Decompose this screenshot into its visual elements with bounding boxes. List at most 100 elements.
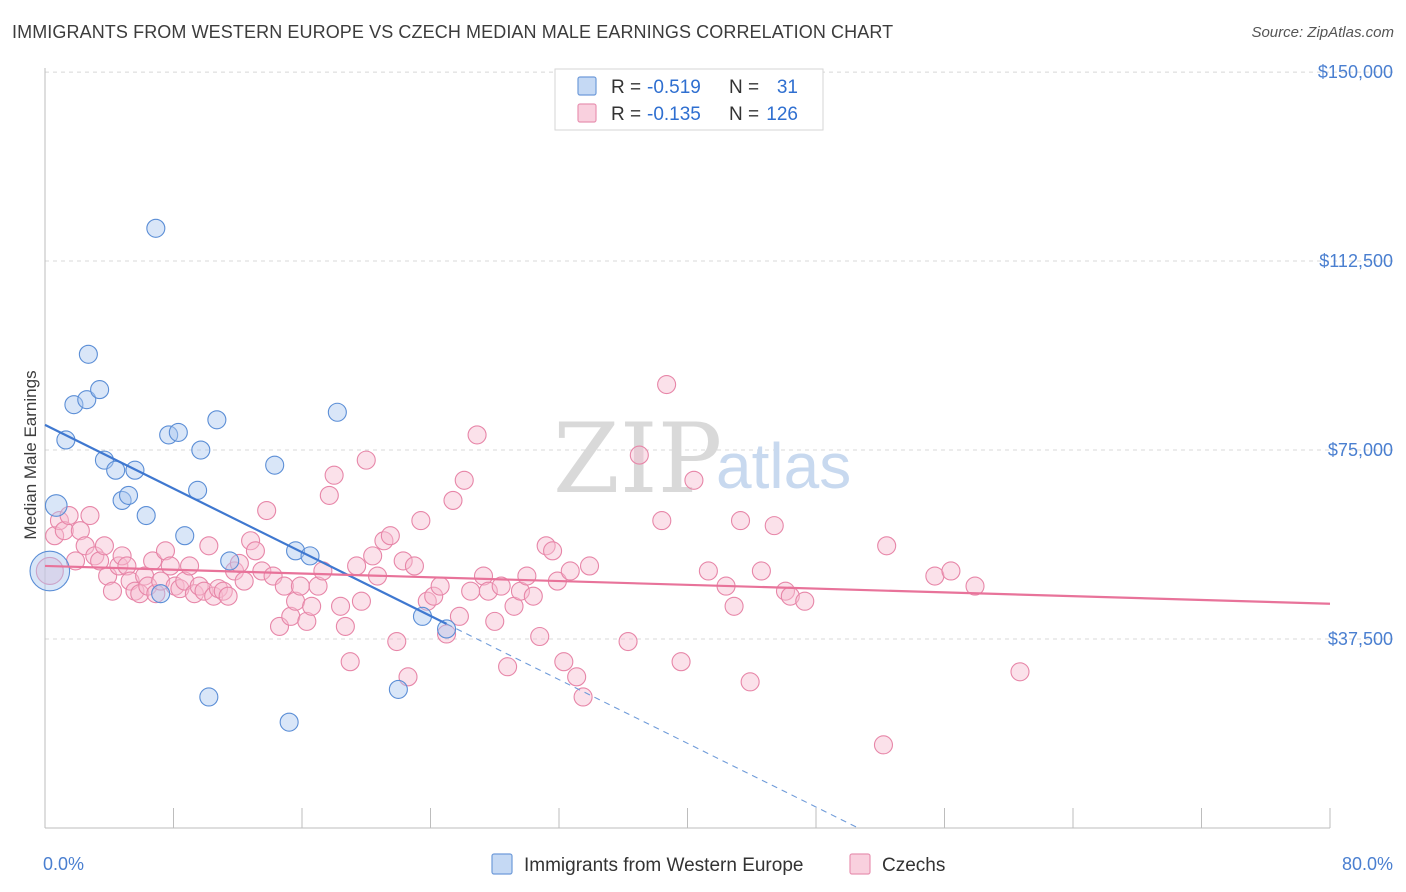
point-western-europe — [78, 344, 98, 364]
point-czechs — [290, 576, 310, 596]
point-czechs — [398, 667, 418, 687]
legend-swatch-pink — [577, 103, 597, 123]
point-czechs — [764, 516, 784, 536]
y-tick-label: $75,000 — [1328, 440, 1393, 460]
point-western-europe — [175, 526, 195, 546]
point-western-europe — [168, 422, 188, 442]
point-czechs — [1010, 662, 1030, 682]
point-czechs — [80, 506, 100, 526]
point-czechs — [873, 735, 894, 755]
point-western-europe — [327, 402, 347, 422]
point-czechs — [573, 687, 593, 707]
bottom-legend-swatch-blue — [491, 853, 513, 875]
point-czechs — [194, 581, 214, 601]
legend-n-label: N = — [729, 104, 759, 125]
point-western-europe — [265, 455, 285, 475]
watermark-zip: ZIP — [553, 403, 722, 515]
watermark: ZIP atlas — [553, 403, 851, 515]
point-western-europe — [207, 410, 227, 430]
point-czechs — [629, 445, 649, 465]
y-axis-label: Median Male Earnings — [21, 370, 40, 539]
watermark-atlas: atlas — [716, 430, 851, 502]
point-czechs — [218, 586, 238, 606]
point-western-europe — [388, 679, 408, 699]
point-czechs — [347, 556, 367, 576]
point-western-europe — [106, 460, 126, 480]
axes — [44, 68, 1331, 829]
point-czechs — [234, 571, 254, 591]
y-tick-label: $150,000 — [1318, 62, 1393, 82]
point-western-europe — [112, 490, 132, 510]
point-czechs — [467, 425, 487, 445]
point-czechs — [380, 526, 400, 546]
y-tick-labels: $37,500 $75,000 $112,500 $150,000 — [1318, 62, 1393, 649]
legend-n-value: 31 — [777, 77, 798, 98]
point-czechs — [684, 470, 704, 490]
chart-title: IMMIGRANTS FROM WESTERN EUROPE VS CZECH … — [12, 22, 894, 42]
point-czechs — [155, 541, 176, 561]
point-czechs — [302, 596, 322, 616]
point-czechs — [795, 591, 815, 611]
point-czechs — [657, 374, 677, 395]
x-tick-label: 80.0% — [1342, 854, 1393, 874]
point-czechs — [485, 611, 505, 631]
point-czechs — [579, 556, 600, 576]
trend-line-western-europe-extension — [446, 623, 857, 828]
point-czechs — [245, 541, 265, 561]
point-czechs — [536, 536, 556, 556]
point-czechs — [498, 657, 518, 677]
point-czechs — [740, 672, 760, 692]
point-czechs — [652, 511, 672, 531]
x-tick-labels: 0.0% 80.0% — [43, 854, 1393, 874]
series-western-europe — [29, 218, 457, 732]
point-czechs — [449, 606, 469, 626]
point-czechs — [424, 586, 444, 606]
x-tick-label: 0.0% — [43, 854, 84, 874]
point-czechs — [120, 571, 140, 591]
point-western-europe — [146, 218, 166, 238]
point-czechs — [560, 561, 580, 581]
point-czechs — [698, 561, 718, 581]
trend-line-czechs — [44, 564, 1331, 605]
point-western-europe — [29, 550, 71, 592]
point-czechs — [363, 546, 383, 566]
point-czechs — [35, 556, 64, 586]
point-czechs — [430, 576, 450, 596]
point-czechs — [241, 531, 261, 551]
y-tick-label: $112,500 — [1319, 251, 1393, 271]
point-czechs — [393, 551, 413, 571]
point-czechs — [356, 450, 376, 470]
point-czechs — [130, 584, 150, 604]
point-czechs — [478, 581, 498, 601]
point-czechs — [461, 581, 481, 601]
point-czechs — [146, 584, 166, 604]
point-western-europe — [44, 494, 68, 517]
point-czechs — [443, 490, 463, 510]
y-tick-label: $37,500 — [1328, 629, 1393, 649]
point-western-europe — [437, 619, 457, 639]
point-western-europe — [90, 380, 110, 400]
legend-swatch-blue — [577, 76, 597, 96]
point-czechs — [112, 546, 132, 566]
point-western-europe — [136, 506, 156, 526]
point-czechs — [517, 566, 537, 586]
point-czechs — [473, 566, 494, 586]
point-czechs — [45, 526, 65, 546]
point-western-europe — [118, 485, 139, 505]
point-czechs — [724, 596, 744, 616]
point-czechs — [554, 652, 574, 672]
point-czechs — [374, 531, 394, 551]
legend-n-label: N = — [729, 77, 759, 98]
point-czechs — [180, 556, 200, 576]
point-western-europe — [279, 712, 299, 732]
point-czechs — [297, 611, 317, 631]
point-czechs — [199, 536, 219, 556]
point-czechs — [102, 581, 123, 601]
point-czechs — [941, 561, 961, 581]
point-czechs — [54, 521, 74, 541]
point-western-europe — [220, 551, 240, 571]
point-czechs — [335, 616, 355, 636]
point-czechs — [257, 500, 277, 521]
point-western-europe — [77, 390, 97, 410]
